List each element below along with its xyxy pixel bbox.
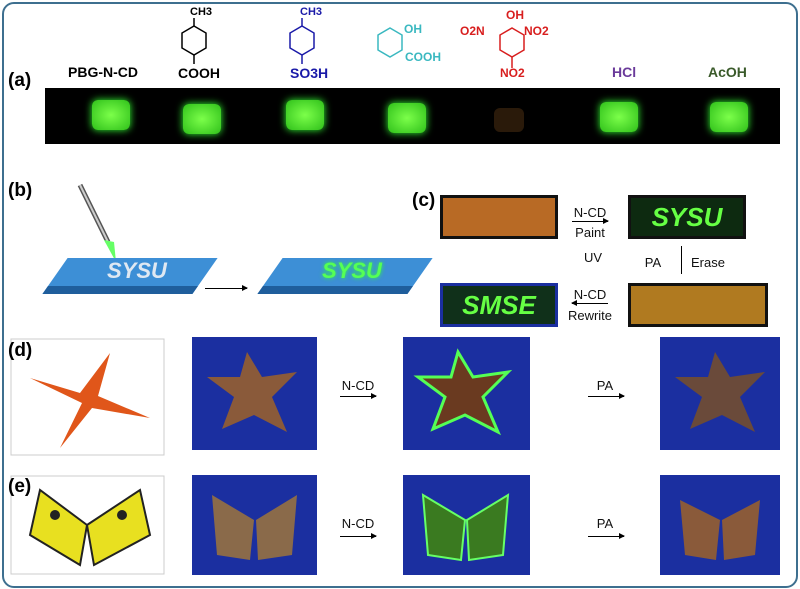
hydroxy-label: OH: [404, 22, 422, 36]
salicylic-acid-structure: [377, 27, 403, 58]
sample-label-tsoh: SO3H: [290, 65, 329, 81]
butterfly-photo-ncd: [403, 475, 530, 575]
gel-toluic: [183, 104, 221, 134]
erased-plate: [628, 283, 768, 327]
sample-label-hcl: HCl: [612, 64, 637, 80]
gel-pbg-n-cd: [92, 100, 130, 130]
arrow-rewrite: [571, 300, 608, 306]
sample-label-acoh: AcOH: [708, 64, 747, 80]
panel-b-label: (b): [8, 180, 33, 201]
panel-d-label: (d): [8, 340, 33, 361]
picric-right-label: NO2: [524, 24, 549, 38]
picric-oh-label: OH: [506, 8, 524, 22]
sample-label-picric: NO2: [500, 66, 525, 80]
slab-text-after: SYSU: [322, 258, 382, 283]
erase-label: Erase: [691, 255, 725, 270]
sysu-plate: SYSU: [628, 195, 746, 239]
picric-acid-structure: [499, 27, 525, 68]
tsoh-structure: [289, 18, 315, 64]
arrow-d1: [340, 393, 377, 399]
starfish-photo-before: [192, 337, 317, 450]
uv-label: UV: [583, 250, 603, 265]
sample-label-pbg: PBG-N-CD: [68, 64, 138, 80]
butterfly-illustration: [10, 475, 165, 575]
rewrite-reagent: N-CD: [573, 287, 607, 302]
paintbrush-icon: [77, 183, 116, 262]
gel-tsoh: [286, 100, 324, 130]
d-step2-label: PA: [596, 378, 614, 393]
sample-label-salicylic: COOH: [405, 50, 441, 64]
erase-reagent: PA: [644, 255, 662, 270]
gel-acoh: [710, 102, 748, 132]
gel-hcl: [600, 102, 638, 132]
butterfly-photo-pa: [660, 475, 780, 575]
rewrite-label: Rewrite: [567, 308, 613, 323]
gel-salicylic: [388, 103, 426, 133]
panel-c-label: (c): [412, 190, 436, 211]
arrow-e2: [588, 533, 625, 539]
paint-reagent: N-CD: [573, 205, 607, 220]
panel-e-label: (e): [8, 476, 32, 497]
gel-picric-quenched: [494, 108, 524, 132]
smse-plate: SMSE: [440, 283, 558, 327]
starfish-photo-pa: [660, 337, 780, 450]
d-step1-label: N-CD: [341, 378, 375, 393]
starfish-illustration: [10, 338, 165, 456]
methyl-label-2: CH3: [300, 6, 323, 18]
paint-label: Paint: [575, 225, 605, 240]
arrow-paint: [572, 218, 609, 224]
panel-a-label: (a): [8, 70, 32, 91]
arrow-erase: [681, 246, 682, 274]
picric-left-label: O2N: [460, 24, 485, 38]
blank-plate: [440, 195, 558, 239]
e-step2-label: PA: [596, 516, 614, 531]
slab-text-before: SYSU: [107, 258, 167, 283]
sample-label-toluic: COOH: [178, 65, 220, 81]
arrow-e1: [340, 533, 377, 539]
methyl-label-1: CH3: [190, 6, 213, 18]
arrow-b: [205, 285, 248, 291]
arrow-d2: [588, 393, 625, 399]
e-step1-label: N-CD: [341, 516, 375, 531]
starfish-photo-ncd: [403, 337, 530, 450]
butterfly-photo-before: [192, 475, 317, 575]
p-toluic-acid-structure: [181, 18, 207, 64]
